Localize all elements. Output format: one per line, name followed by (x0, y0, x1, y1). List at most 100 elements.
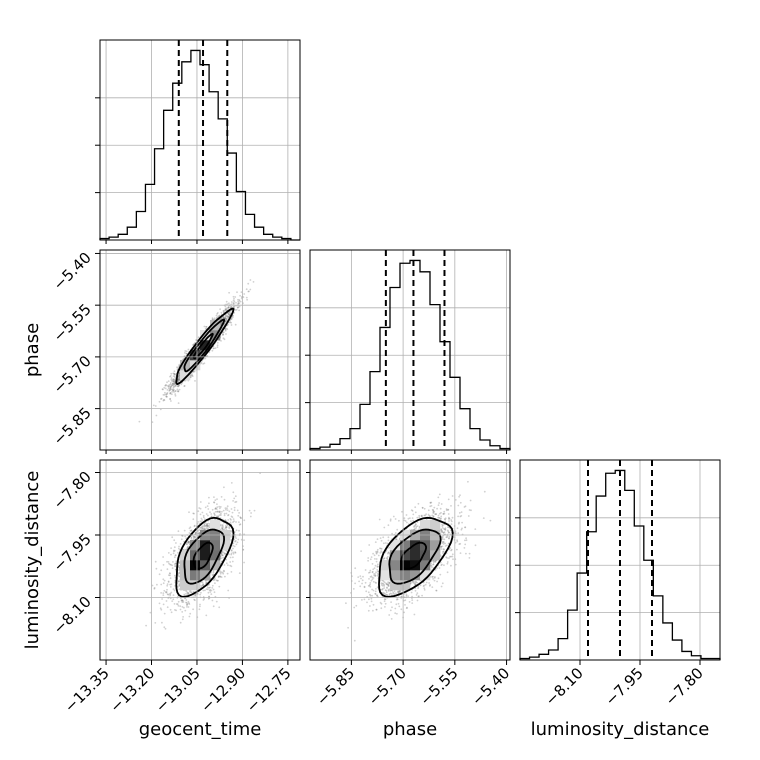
sample-point (186, 591, 189, 594)
sample-point (239, 294, 242, 297)
sample-point (212, 347, 215, 350)
sample-point (174, 393, 177, 395)
sample-point (167, 552, 170, 554)
sample-point (206, 586, 209, 589)
sample-point (227, 316, 230, 319)
sample-point (238, 299, 241, 301)
sample-point (169, 583, 172, 586)
sample-point (206, 505, 209, 507)
sample-point (399, 590, 402, 592)
sample-point (173, 372, 176, 375)
sample-point (234, 495, 237, 498)
sample-point (166, 584, 169, 587)
sample-point (230, 549, 233, 551)
sample-point (420, 515, 423, 517)
sample-point (165, 395, 168, 398)
sample-point (166, 588, 168, 591)
sample-point (394, 518, 397, 520)
sample-point (162, 556, 165, 558)
sample-point (172, 378, 175, 381)
sample-point (219, 507, 221, 510)
sample-point (232, 299, 235, 302)
sample-point (194, 595, 197, 597)
sample-point (178, 375, 181, 377)
sample-point (219, 511, 221, 513)
sample-point (201, 581, 204, 584)
sample-point (205, 527, 208, 529)
sample-point (175, 609, 178, 612)
sample-point (173, 546, 176, 549)
sample-point (214, 582, 216, 585)
sample-point (158, 602, 161, 605)
sample-point (214, 578, 216, 580)
sample-point (192, 537, 195, 539)
sample-point (213, 317, 216, 320)
sample-point (169, 577, 172, 580)
sample-point (237, 302, 240, 305)
sample-point (440, 564, 443, 567)
sample-point (193, 538, 195, 541)
sample-point (219, 506, 222, 508)
density-bin (210, 540, 221, 551)
sample-point (205, 582, 208, 584)
sample-point (207, 597, 210, 600)
sample-point (169, 375, 171, 378)
sample-point (425, 513, 427, 516)
sample-point (213, 496, 215, 498)
sample-point (224, 328, 227, 331)
sample-point (183, 548, 185, 551)
sample-point (239, 523, 242, 526)
sample-point (243, 539, 245, 541)
sample-point (235, 521, 237, 523)
sample-point (238, 572, 241, 574)
sample-point (230, 571, 233, 573)
sample-point (164, 627, 167, 630)
sample-point (187, 592, 189, 594)
sample-point (169, 572, 172, 575)
sample-point (178, 374, 180, 377)
sample-point (173, 589, 176, 592)
sample-point (199, 605, 201, 608)
sample-point (224, 322, 226, 324)
sample-point (455, 532, 457, 535)
sample-point (171, 384, 174, 386)
sample-point (205, 582, 207, 585)
sample-point (163, 393, 166, 396)
sample-point (174, 384, 177, 386)
sample-point (172, 379, 175, 381)
sample-point (232, 547, 234, 550)
sample-point (250, 512, 253, 514)
sample-point (358, 580, 360, 583)
sample-point (203, 325, 206, 328)
sample-point (181, 618, 184, 621)
sample-point (187, 606, 190, 608)
sample-point (168, 562, 170, 565)
sample-point (176, 603, 179, 606)
sample-point (222, 572, 225, 575)
sample-point (413, 580, 415, 583)
sample-point (211, 349, 214, 352)
sample-point (441, 538, 444, 540)
sample-point (249, 279, 252, 281)
sample-point (173, 550, 175, 553)
sample-point (220, 571, 223, 574)
sample-point (224, 575, 226, 578)
sample-point (216, 341, 219, 344)
sample-point (367, 559, 369, 562)
sample-point (165, 393, 168, 395)
sample-point (180, 599, 183, 602)
sample-point (238, 523, 241, 526)
sample-point (214, 510, 217, 513)
sample-point (376, 573, 379, 575)
sample-point (226, 315, 229, 318)
sample-point (169, 392, 172, 395)
sample-point (461, 521, 463, 524)
sample-point (177, 595, 179, 598)
sample-point (234, 551, 237, 554)
sample-point (237, 300, 240, 303)
sample-point (198, 528, 201, 531)
sample-point (220, 322, 222, 324)
sample-point (171, 564, 174, 567)
sample-point (191, 375, 194, 377)
sample-point (172, 598, 175, 601)
